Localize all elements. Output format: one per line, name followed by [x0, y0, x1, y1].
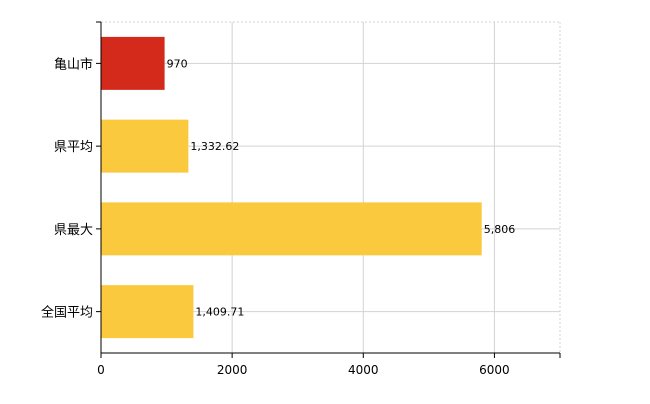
bar	[101, 119, 189, 173]
data-label: 1,332.62	[190, 140, 239, 153]
category-label: 県最大	[54, 223, 93, 238]
axes	[96, 21, 561, 358]
bar	[101, 36, 165, 90]
data-label: 1,409.71	[195, 306, 244, 319]
bar	[101, 202, 482, 256]
data-label: 970	[167, 57, 188, 70]
bar	[101, 285, 194, 339]
x-tick-label: 0	[97, 363, 105, 377]
x-tick-label: 4000	[348, 363, 379, 377]
category-label: 亀山市	[54, 56, 93, 72]
x-tick-label: 6000	[479, 363, 510, 377]
bars	[101, 36, 482, 339]
category-label: 全国平均	[41, 305, 93, 321]
data-label: 5,806	[484, 223, 516, 236]
category-label: 県平均	[54, 140, 93, 155]
x-tick-label: 2000	[217, 363, 248, 377]
